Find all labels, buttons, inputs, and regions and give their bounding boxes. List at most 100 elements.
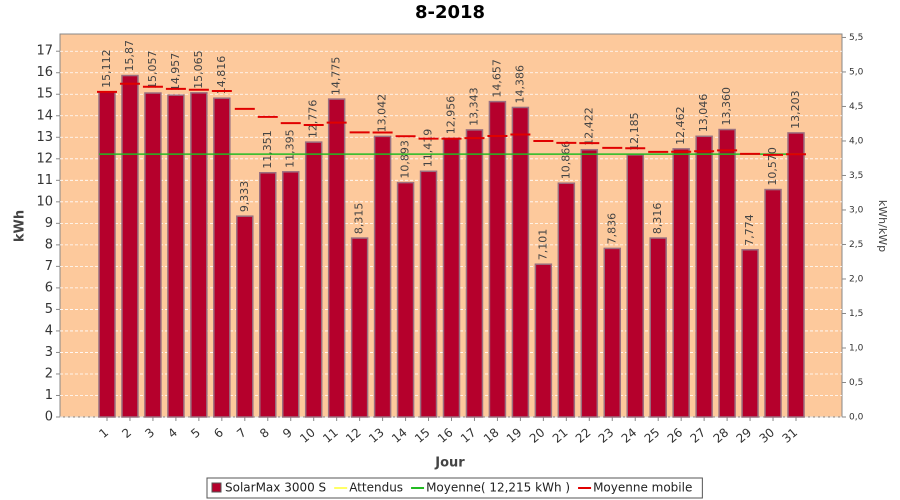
x-tick-label: 23 xyxy=(596,425,617,446)
x-tick-label: 13 xyxy=(366,425,387,446)
legend-label: Moyenne( 12,215 kWh ) xyxy=(426,481,570,495)
bar xyxy=(373,135,392,418)
bar xyxy=(718,128,736,418)
value-label: 15,065 xyxy=(192,50,205,89)
legend-label: Moyenne mobile xyxy=(593,481,692,495)
y2-tick-label: 0,5 xyxy=(849,378,863,388)
bar xyxy=(442,137,461,418)
x-tick-label: 27 xyxy=(688,425,709,446)
y2-tick-label: 2,5 xyxy=(849,240,863,250)
y-tick-label: 17 xyxy=(36,44,53,59)
legend-box xyxy=(206,477,703,499)
legend-swatch xyxy=(211,482,222,493)
bar xyxy=(695,135,713,418)
value-label: 7,101 xyxy=(536,229,549,261)
y-tick-label: 7 xyxy=(45,259,53,274)
x-tick-label: 9 xyxy=(280,425,295,441)
x-tick-label: 7 xyxy=(234,425,249,441)
bar xyxy=(649,237,667,418)
bar xyxy=(488,100,507,418)
value-label: 13,203 xyxy=(789,90,802,129)
value-label: 11,419 xyxy=(422,129,435,168)
value-label: 13,360 xyxy=(720,87,733,126)
y-tick-label: 9 xyxy=(45,216,53,231)
bar xyxy=(327,98,346,418)
value-label: 10,866 xyxy=(559,141,572,180)
y-tick-label: 3 xyxy=(45,345,53,360)
value-label: 11,395 xyxy=(284,129,297,168)
bar xyxy=(580,148,599,418)
y-tick-label: 0 xyxy=(45,410,53,425)
value-label: 11,351 xyxy=(261,130,274,169)
value-label: 12,956 xyxy=(445,96,458,135)
x-tick-label: 31 xyxy=(779,425,800,446)
value-label: 8,316 xyxy=(651,203,664,235)
value-label: 10,893 xyxy=(399,140,412,179)
bar xyxy=(167,94,185,418)
x-tick-label: 19 xyxy=(504,425,525,446)
bar xyxy=(672,148,690,418)
value-label: 14,775 xyxy=(330,57,343,96)
x-tick-label: 14 xyxy=(389,425,410,446)
value-label: 10,570 xyxy=(766,147,779,186)
x-tick-label: 4 xyxy=(165,425,180,441)
x-tick-label: 17 xyxy=(458,425,479,446)
y2-tick-label: 1,5 xyxy=(849,309,863,319)
value-label: 13,343 xyxy=(467,87,480,126)
legend: SolarMax 3000 S Attendus Moyenne( 12,215 k… xyxy=(206,477,703,499)
bar xyxy=(764,188,782,418)
bar xyxy=(213,97,231,418)
value-label: 14,957 xyxy=(169,53,182,92)
x-tick-label: 24 xyxy=(619,425,640,446)
y-tick-label: 1 xyxy=(45,388,53,403)
bar xyxy=(741,248,759,418)
x-tick-label: 15 xyxy=(412,425,433,446)
y-tick-label: 2 xyxy=(45,366,53,381)
bar xyxy=(144,92,162,418)
x-tick-label: 16 xyxy=(435,425,456,446)
x-tick-label: 3 xyxy=(142,425,157,441)
y-tick-label: 12 xyxy=(36,151,53,166)
bar xyxy=(190,92,208,418)
y-tick-label: 4 xyxy=(45,323,53,338)
x-axis-label: Jour xyxy=(434,456,465,471)
bar xyxy=(419,170,438,418)
value-label: 15,112 xyxy=(100,49,113,88)
y-tick-label: 8 xyxy=(45,237,53,252)
x-tick-label: 11 xyxy=(320,425,341,446)
y-tick-label: 10 xyxy=(36,194,53,209)
y2-tick-label: 5,0 xyxy=(849,67,864,77)
y-tick-label: 14 xyxy=(36,108,53,123)
x-tick-label: 12 xyxy=(343,425,364,446)
value-label: 8,315 xyxy=(353,203,366,235)
bar xyxy=(304,141,323,418)
value-label: 7,774 xyxy=(743,214,756,246)
x-tick-label: 6 xyxy=(211,425,226,441)
x-tick-label: 5 xyxy=(188,425,203,441)
x-tick-label: 25 xyxy=(642,425,663,446)
bar xyxy=(350,237,369,418)
x-tick-label: 1 xyxy=(96,425,111,441)
bar xyxy=(787,132,805,418)
x-tick-label: 8 xyxy=(257,425,272,441)
x-tick-label: 26 xyxy=(665,425,686,446)
y2-tick-label: 0,0 xyxy=(849,413,864,423)
x-tick-label: 10 xyxy=(297,425,318,446)
value-label: 14,816 xyxy=(215,56,228,94)
bar xyxy=(98,91,116,418)
y-tick-label: 16 xyxy=(36,65,53,80)
value-label: 12,185 xyxy=(628,112,641,151)
x-tick-label: 28 xyxy=(711,425,732,446)
x-tick-label: 18 xyxy=(481,425,502,446)
y2-tick-label: 1,0 xyxy=(849,343,864,353)
y2-tick-label: 4,0 xyxy=(849,136,864,146)
value-label: 12,462 xyxy=(674,106,687,145)
legend-label: SolarMax 3000 S xyxy=(225,481,326,495)
y-tick-label: 11 xyxy=(36,173,53,188)
x-tick-label: 2 xyxy=(119,425,134,441)
y-tick-label: 5 xyxy=(45,302,53,317)
x-tick-label: 30 xyxy=(757,425,778,446)
bar xyxy=(534,263,553,418)
bar xyxy=(396,181,415,418)
